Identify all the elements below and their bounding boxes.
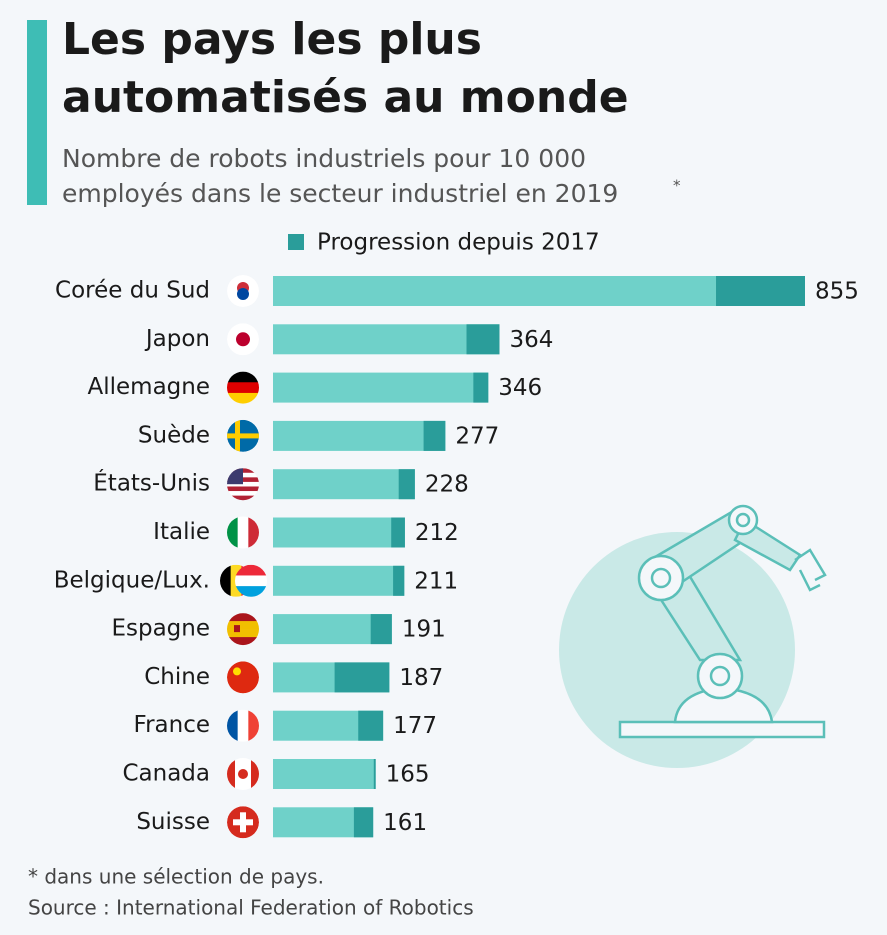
flag bbox=[227, 275, 259, 307]
flag-part bbox=[235, 564, 267, 576]
flag-part bbox=[227, 516, 238, 549]
value-label: 228 bbox=[425, 472, 469, 498]
progression-bar bbox=[391, 517, 405, 548]
flag bbox=[227, 419, 259, 452]
progression-bar bbox=[423, 420, 446, 451]
progression-bar bbox=[358, 710, 384, 741]
value-label: 161 bbox=[383, 810, 427, 836]
flag-part bbox=[237, 709, 249, 742]
legend-label: Progression depuis 2017 bbox=[317, 230, 600, 256]
flag-part bbox=[227, 486, 259, 492]
category-label: Suisse bbox=[136, 809, 210, 835]
flag bbox=[227, 371, 259, 404]
title-accent bbox=[27, 20, 47, 205]
robot-illustration bbox=[559, 504, 827, 768]
flag-part bbox=[251, 758, 259, 790]
flag-part bbox=[237, 288, 249, 300]
flag-part bbox=[227, 637, 259, 646]
category-label: Canada bbox=[122, 761, 210, 787]
category-label: Espagne bbox=[111, 616, 210, 642]
category-label: Corée du Sud bbox=[55, 278, 210, 304]
flag-part bbox=[227, 382, 259, 394]
value-label: 364 bbox=[509, 327, 553, 353]
flag-part bbox=[227, 629, 259, 638]
chart-title: Les pays les plus bbox=[62, 14, 482, 65]
flag-part bbox=[227, 392, 259, 404]
flag-part bbox=[227, 758, 236, 790]
progression-bar bbox=[373, 759, 376, 789]
value-label: 855 bbox=[815, 279, 859, 305]
flag-part bbox=[227, 661, 259, 694]
flag-part bbox=[227, 495, 259, 501]
subtitle: Nombre de robots industriels pour 10 000 bbox=[62, 144, 586, 173]
bar bbox=[273, 759, 376, 789]
progression-bar bbox=[716, 276, 805, 306]
flag-part bbox=[233, 667, 241, 676]
bar bbox=[273, 565, 405, 596]
progression-bar bbox=[393, 565, 405, 596]
flag-part bbox=[227, 709, 238, 742]
value-label: 187 bbox=[399, 665, 443, 691]
legend-swatch bbox=[288, 234, 304, 250]
flag-part bbox=[236, 332, 250, 347]
value-label: 212 bbox=[415, 520, 459, 546]
flag bbox=[227, 758, 259, 790]
flag bbox=[227, 661, 259, 694]
flag-part bbox=[227, 491, 259, 496]
flag bbox=[227, 806, 259, 839]
flag-part bbox=[220, 564, 231, 597]
progression-bar bbox=[466, 324, 500, 355]
flag-part bbox=[235, 575, 267, 587]
flag-part bbox=[227, 481, 259, 487]
bar bbox=[273, 372, 489, 403]
bar bbox=[273, 420, 446, 451]
progression-bar bbox=[370, 614, 392, 645]
flag-part bbox=[227, 621, 259, 630]
value-label: 277 bbox=[455, 423, 499, 449]
flag-part bbox=[248, 709, 259, 742]
flag bbox=[227, 613, 259, 646]
flag-part bbox=[234, 625, 240, 633]
category-label: Suède bbox=[138, 422, 210, 448]
progression-bar bbox=[334, 662, 390, 693]
value-label: 177 bbox=[393, 713, 437, 739]
flag-part bbox=[238, 769, 248, 779]
flag-part bbox=[248, 516, 259, 549]
bar bbox=[273, 324, 500, 355]
flag bbox=[227, 516, 259, 549]
value-label: 211 bbox=[414, 568, 458, 594]
note: * dans une sélection de pays. bbox=[28, 865, 324, 889]
flag bbox=[227, 709, 259, 742]
progression-bar bbox=[398, 469, 415, 500]
bar bbox=[273, 517, 405, 548]
category-label: Italie bbox=[153, 519, 210, 545]
value-label: 346 bbox=[498, 375, 542, 401]
flag-part bbox=[233, 819, 253, 826]
category-label: Chine bbox=[144, 664, 210, 690]
chart-title: automatisés au monde bbox=[62, 72, 629, 123]
value-label: 165 bbox=[386, 762, 430, 788]
progression-bar bbox=[353, 807, 374, 838]
bar bbox=[273, 469, 415, 500]
category-label: États-Unis bbox=[93, 469, 210, 497]
category-label: Belgique/Lux. bbox=[54, 567, 210, 593]
flag-part bbox=[235, 586, 267, 597]
category-label: Allemagne bbox=[88, 374, 211, 400]
flag-part bbox=[227, 613, 259, 622]
subtitle-mark: * bbox=[673, 177, 681, 195]
value-label: 191 bbox=[402, 617, 446, 643]
flag bbox=[235, 564, 267, 597]
category-label: Japon bbox=[144, 326, 210, 352]
flag bbox=[227, 323, 259, 356]
source: Source : International Federation of Rob… bbox=[28, 896, 474, 920]
flag-part bbox=[227, 433, 259, 439]
flag-part bbox=[227, 371, 259, 383]
flag-part bbox=[237, 516, 249, 549]
progression-bar bbox=[473, 372, 489, 403]
category-label: France bbox=[134, 712, 210, 738]
subtitle: employés dans le secteur industriel en 2… bbox=[62, 179, 618, 208]
